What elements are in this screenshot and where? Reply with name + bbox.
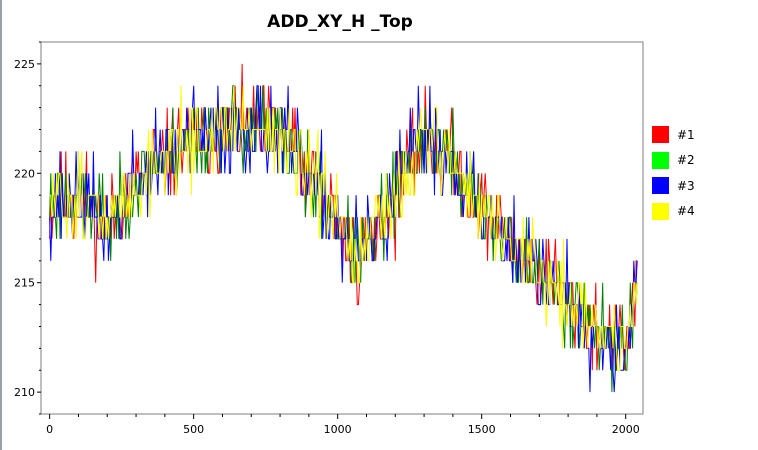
plot-area bbox=[40, 41, 644, 415]
legend-label-2: #2 bbox=[677, 153, 695, 168]
legend-label-4: #4 bbox=[677, 204, 695, 219]
x-tick-label-1000: 1000 bbox=[324, 423, 352, 436]
x-tick-label-500: 500 bbox=[183, 423, 204, 436]
y-tick-label-225: 225 bbox=[14, 58, 35, 71]
legend-item-1: #1 bbox=[652, 122, 695, 148]
legend-item-3: #3 bbox=[652, 173, 695, 199]
x-tick-label-0: 0 bbox=[46, 423, 53, 436]
x-tick-label-1500: 1500 bbox=[468, 423, 496, 436]
legend-swatch-3 bbox=[652, 177, 669, 195]
chart-title: ADD_XY_H _Top bbox=[267, 12, 413, 32]
y-tick-label-220: 220 bbox=[14, 167, 35, 180]
legend-item-2: #2 bbox=[652, 148, 695, 174]
series-line-3 bbox=[49, 85, 638, 393]
x-tick-label-2000: 2000 bbox=[612, 423, 640, 436]
axis-layer: 0 500 1000 1500 2000 210 215 220 225 bbox=[14, 41, 640, 436]
window-edge bbox=[0, 0, 2, 450]
series-layer bbox=[49, 63, 638, 393]
legend-swatch-4 bbox=[652, 202, 669, 220]
y-tick-label-210: 210 bbox=[14, 386, 35, 399]
y-tick-label-215: 215 bbox=[14, 277, 35, 290]
legend-label-3: #3 bbox=[677, 178, 695, 193]
legend-swatch-1 bbox=[652, 126, 669, 144]
legend-swatch-2 bbox=[652, 151, 669, 169]
legend: #1 #2 #3 #4 bbox=[652, 122, 695, 224]
legend-label-1: #1 bbox=[677, 127, 695, 142]
series-line-4 bbox=[49, 85, 638, 371]
legend-item-4: #4 bbox=[652, 199, 695, 225]
